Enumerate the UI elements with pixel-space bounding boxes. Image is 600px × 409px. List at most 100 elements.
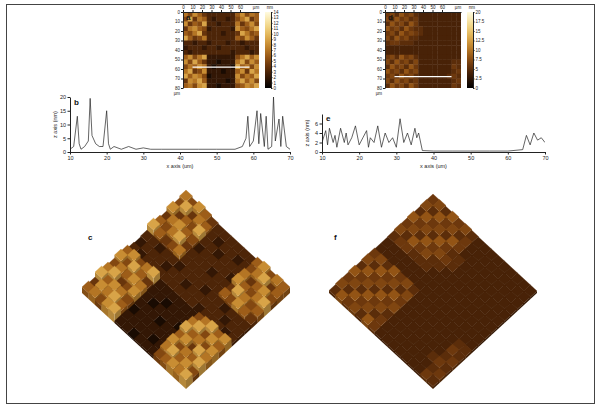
heat-cell: [240, 45, 245, 50]
heat-cell: [212, 17, 217, 22]
tick-mark: [271, 83, 273, 84]
tick-label: 30: [175, 38, 181, 43]
tick: 50: [175, 57, 183, 62]
heat-cell: [221, 79, 226, 84]
tick-label: 0: [384, 5, 387, 10]
heat-cell: [409, 64, 414, 69]
tick-mark: [271, 17, 273, 18]
heat-cell: [197, 83, 202, 88]
heat-cell: [254, 17, 259, 22]
heat-cell: [188, 50, 193, 55]
heat-cell: [188, 79, 193, 84]
heat-cell: [414, 69, 419, 74]
heat-cell: [447, 22, 452, 27]
tick: 10: [190, 5, 196, 12]
heat-cell: [414, 31, 419, 36]
heat-cell: [231, 83, 236, 88]
heat-cell: [452, 64, 457, 69]
tick-mark: [385, 10, 386, 12]
heat-cell: [226, 60, 231, 65]
heat-cell: [456, 22, 461, 27]
heat-cell: [231, 79, 236, 84]
tick-mark: [383, 50, 385, 51]
heat-cell: [395, 69, 400, 74]
heat-cell: [452, 83, 457, 88]
heat-cell: [423, 55, 428, 60]
heat-cell: [202, 22, 207, 27]
heat-cell: [207, 45, 212, 50]
heat-cell: [193, 17, 198, 22]
heat-cell: [240, 83, 245, 88]
heat-cell: [240, 50, 245, 55]
heat-cell: [433, 60, 438, 65]
heat-cell: [202, 45, 207, 50]
heat-cell: [231, 17, 236, 22]
tick-label: 60: [175, 67, 181, 72]
surface-top: [258, 272, 271, 284]
heat-cell: [216, 41, 221, 46]
heat-cell: [197, 45, 202, 50]
surface-top: [180, 200, 193, 212]
heat-cell: [245, 41, 250, 46]
heat-cell: [216, 26, 221, 31]
tick-mark: [68, 152, 71, 153]
tick-label: 8: [274, 43, 277, 48]
heat-cell: [254, 36, 259, 41]
heat-cell: [250, 50, 255, 55]
heat-cell: [395, 79, 400, 84]
heat-cell: [447, 69, 452, 74]
heat-cell: [428, 55, 433, 60]
heat-cell: [231, 36, 236, 41]
tick-label: 12.5: [476, 38, 485, 43]
tick: 70: [377, 76, 385, 81]
surface-top: [193, 320, 206, 332]
heat-cell: [193, 55, 198, 60]
heat-cell: [188, 83, 193, 88]
surface-top: [173, 230, 186, 242]
tick-label: 70: [377, 76, 383, 81]
surface-top: [173, 244, 186, 256]
heat-cell: [221, 83, 226, 88]
heat-cell: [442, 45, 447, 50]
tick-mark: [181, 31, 183, 32]
heat-cell: [390, 31, 395, 36]
heat-cell: [399, 17, 404, 22]
heat-cell: [442, 79, 447, 84]
surface-cell: [180, 368, 193, 389]
tick: 50: [430, 5, 436, 12]
heat-cell: [395, 60, 400, 65]
tick-label: 5: [476, 67, 479, 72]
heat-cell: [442, 22, 447, 27]
heat-cell: [245, 26, 250, 31]
heat-cell: [254, 22, 259, 27]
heat-cell: [390, 50, 395, 55]
surface-top: [180, 368, 193, 380]
heat-cell: [212, 26, 217, 31]
tick: 50: [377, 57, 385, 62]
tick-mark: [212, 10, 213, 12]
tick-mark: [383, 79, 385, 80]
y-axis: 05101520: [60, 94, 71, 155]
tick-label: 15: [476, 29, 482, 34]
colorbar-axis: 02.557.51012.51517.520: [473, 10, 485, 91]
heat-cell: [231, 69, 236, 74]
tick: 40: [175, 48, 183, 53]
heat-cell: [452, 22, 457, 27]
heat-cell: [409, 41, 414, 46]
tick-mark: [442, 10, 443, 12]
tick-mark: [181, 79, 183, 80]
heat-cell: [456, 50, 461, 55]
heat-cell: [456, 79, 461, 84]
heat-cell: [254, 60, 259, 65]
heat-cell: [395, 41, 400, 46]
surface-3d: [82, 190, 290, 389]
heat-cell: [423, 60, 428, 65]
heat-cell: [414, 55, 419, 60]
profile-line: [395, 76, 452, 77]
tick: 7: [271, 48, 277, 53]
heat-cell: [414, 50, 419, 55]
tick: 14: [271, 10, 279, 15]
tick: 50: [214, 152, 220, 161]
tick-mark: [68, 111, 71, 112]
heat-cell: [452, 31, 457, 36]
